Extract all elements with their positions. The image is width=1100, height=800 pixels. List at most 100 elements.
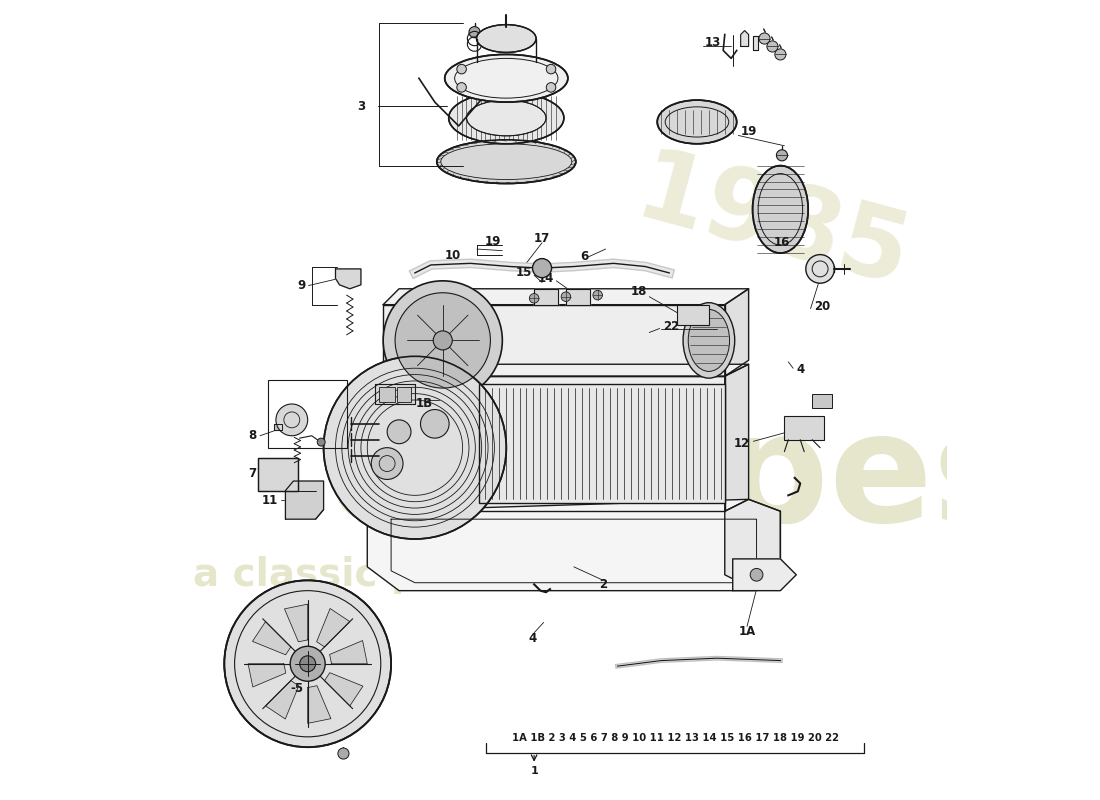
Bar [397, 387, 411, 402]
Circle shape [529, 294, 539, 303]
Ellipse shape [658, 100, 737, 144]
Polygon shape [535, 289, 558, 305]
Circle shape [224, 580, 392, 747]
Text: 18: 18 [630, 286, 647, 298]
Text: 16: 16 [774, 236, 791, 250]
Ellipse shape [689, 310, 729, 371]
Text: 20: 20 [814, 300, 830, 313]
Circle shape [372, 448, 403, 479]
Circle shape [433, 331, 452, 350]
Circle shape [456, 82, 466, 92]
Polygon shape [308, 686, 331, 723]
Ellipse shape [449, 92, 564, 144]
Text: 1A: 1A [738, 626, 756, 638]
Circle shape [338, 748, 349, 759]
Ellipse shape [476, 25, 536, 53]
Text: 15: 15 [516, 266, 532, 279]
Polygon shape [274, 424, 283, 430]
Bar [379, 387, 395, 402]
Text: 6: 6 [580, 250, 588, 263]
Bar [268, 380, 348, 448]
Circle shape [383, 281, 503, 400]
Circle shape [767, 41, 778, 52]
Bar [478, 384, 725, 503]
Circle shape [561, 292, 571, 302]
Polygon shape [383, 305, 725, 376]
Circle shape [547, 64, 556, 74]
Circle shape [759, 33, 770, 44]
Polygon shape [383, 289, 749, 305]
Polygon shape [330, 641, 367, 664]
Circle shape [806, 254, 835, 283]
Circle shape [469, 26, 480, 38]
Polygon shape [375, 384, 415, 404]
Circle shape [774, 49, 786, 60]
Polygon shape [752, 36, 758, 50]
Circle shape [323, 356, 506, 539]
Circle shape [547, 82, 556, 92]
Polygon shape [265, 681, 299, 719]
Bar [678, 305, 708, 325]
Ellipse shape [752, 166, 808, 253]
Circle shape [395, 293, 491, 388]
Text: 4: 4 [528, 632, 537, 645]
Ellipse shape [466, 100, 546, 136]
Circle shape [750, 569, 763, 581]
Text: -5: -5 [290, 682, 304, 695]
Circle shape [387, 420, 411, 444]
Text: 17: 17 [534, 232, 550, 246]
Polygon shape [367, 499, 780, 590]
Polygon shape [336, 269, 361, 289]
Polygon shape [565, 289, 590, 305]
Text: 12: 12 [734, 437, 750, 450]
Bar [812, 394, 832, 408]
Polygon shape [253, 622, 290, 654]
Text: 1985: 1985 [626, 142, 920, 308]
Polygon shape [725, 364, 749, 511]
Circle shape [456, 64, 466, 74]
Bar [784, 416, 824, 440]
Bar [258, 458, 298, 491]
Text: 3: 3 [358, 99, 365, 113]
Polygon shape [324, 673, 363, 706]
Bar [478, 384, 725, 503]
Circle shape [593, 290, 603, 300]
Circle shape [317, 438, 326, 446]
Text: a classic parts line 1985: a classic parts line 1985 [192, 556, 720, 594]
Text: 2: 2 [600, 578, 607, 591]
Text: 4: 4 [796, 363, 804, 376]
Polygon shape [725, 499, 780, 590]
Polygon shape [733, 559, 796, 590]
Text: 19: 19 [740, 125, 757, 138]
Ellipse shape [444, 54, 568, 102]
Polygon shape [286, 481, 323, 519]
Text: 13: 13 [705, 36, 722, 49]
Circle shape [290, 646, 326, 682]
Text: 1B: 1B [416, 398, 433, 410]
Polygon shape [317, 609, 350, 647]
Circle shape [532, 258, 551, 278]
Text: 10: 10 [444, 249, 461, 262]
Text: 1: 1 [530, 766, 538, 776]
Circle shape [300, 656, 316, 672]
Polygon shape [249, 664, 286, 687]
Text: 14: 14 [538, 272, 554, 285]
Polygon shape [725, 289, 749, 376]
Text: europes: europes [328, 405, 1024, 554]
Text: 19: 19 [485, 234, 502, 248]
Text: 22: 22 [663, 321, 680, 334]
Polygon shape [740, 30, 749, 46]
Ellipse shape [683, 302, 735, 378]
Ellipse shape [437, 140, 575, 183]
Text: 1A 1B 2 3 4 5 6 7 8 9 10 11 12 13 14 15 16 17 18 19 20 22: 1A 1B 2 3 4 5 6 7 8 9 10 11 12 13 14 15 … [512, 733, 838, 743]
Text: 9: 9 [297, 279, 306, 292]
Text: 7: 7 [248, 467, 256, 480]
Text: 11: 11 [262, 494, 278, 506]
Circle shape [420, 410, 449, 438]
Polygon shape [367, 364, 749, 376]
Bar [258, 458, 298, 491]
Polygon shape [367, 376, 725, 511]
Text: 8: 8 [248, 430, 256, 442]
Polygon shape [285, 604, 308, 642]
Circle shape [276, 404, 308, 436]
